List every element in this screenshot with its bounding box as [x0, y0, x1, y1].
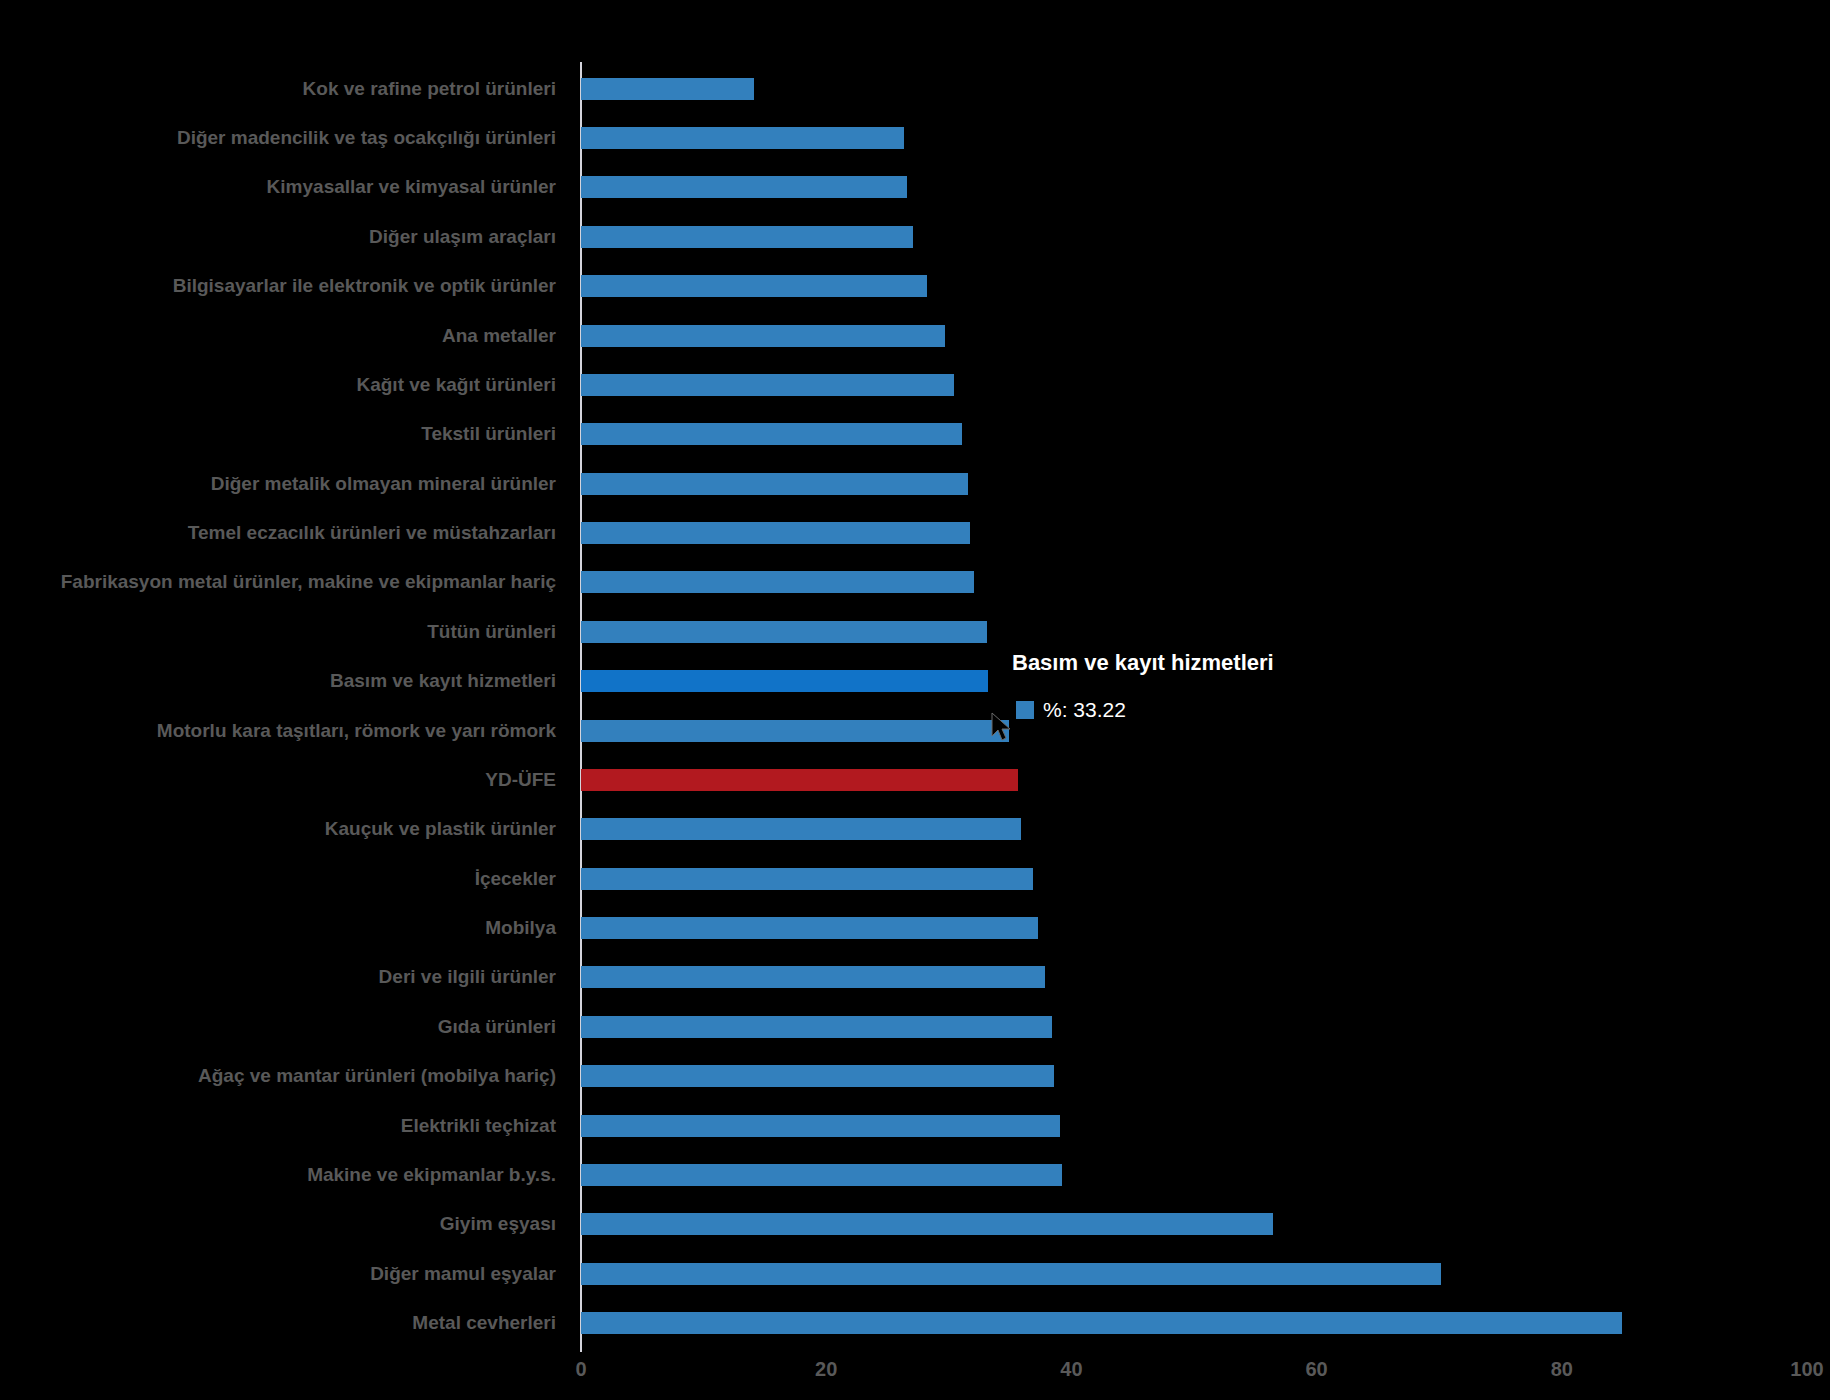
x-axis-tick-label: 100 [1790, 1358, 1823, 1381]
x-axis-tick-label: 40 [1060, 1358, 1082, 1381]
category-label: Ana metaller [16, 325, 556, 347]
bar[interactable] [581, 917, 1038, 939]
bar[interactable] [581, 325, 945, 347]
bar[interactable] [581, 1065, 1054, 1087]
bar[interactable] [581, 1312, 1622, 1334]
category-label: Kauçuk ve plastik ürünler [16, 818, 556, 840]
category-label: Kağıt ve kağıt ürünleri [16, 374, 556, 396]
tooltip-series-swatch [1016, 701, 1034, 719]
bar[interactable] [581, 1213, 1273, 1235]
bar[interactable] [581, 374, 954, 396]
category-label: Basım ve kayıt hizmetleri [16, 670, 556, 692]
category-label: Diğer ulaşım araçları [16, 226, 556, 248]
tooltip-value: %: 33.22 [1043, 698, 1126, 722]
bar[interactable] [581, 1016, 1052, 1038]
category-label: Kok ve rafine petrol ürünleri [16, 78, 556, 100]
bar[interactable] [581, 621, 987, 643]
bar[interactable] [581, 176, 907, 198]
bar[interactable] [581, 1263, 1441, 1285]
category-label: Giyim eşyası [16, 1213, 556, 1235]
category-label: Fabrikasyon metal ürünler, makine ve eki… [16, 571, 556, 593]
category-label: Tütün ürünleri [16, 621, 556, 643]
category-label: Metal cevherleri [16, 1312, 556, 1334]
category-label: Diğer mamul eşyalar [16, 1263, 556, 1285]
category-label: Motorlu kara taşıtları, römork ve yarı r… [16, 720, 556, 742]
y-axis-line [580, 62, 582, 1352]
tooltip-value-row: %: 33.22 [1016, 698, 1126, 722]
bar-highlighted[interactable] [581, 670, 988, 692]
bar-chart: Kok ve rafine petrol ürünleri Diğer maden… [0, 0, 1830, 1400]
category-label: Makine ve ekipmanlar b.y.s. [16, 1164, 556, 1186]
x-axis-tick-label: 80 [1551, 1358, 1573, 1381]
category-label: YD-ÜFE [16, 769, 556, 791]
x-axis-tick-label: 0 [575, 1358, 586, 1381]
bar[interactable] [581, 571, 974, 593]
category-label: İçecekler [16, 868, 556, 890]
category-label: Diğer metalik olmayan mineral ürünler [16, 473, 556, 495]
x-axis-tick-label: 20 [815, 1358, 837, 1381]
tooltip-title: Basım ve kayıt hizmetleri [1012, 650, 1274, 676]
category-label: Deri ve ilgili ürünler [16, 966, 556, 988]
bar[interactable] [581, 966, 1045, 988]
category-label: Temel eczacılık ürünleri ve müstahzarlar… [16, 522, 556, 544]
bar[interactable] [581, 423, 962, 445]
bar[interactable] [581, 127, 904, 149]
category-label: Elektrikli teçhizat [16, 1115, 556, 1137]
category-label: Kimyasallar ve kimyasal ürünler [16, 176, 556, 198]
category-label: Tekstil ürünleri [16, 423, 556, 445]
bar[interactable] [581, 275, 927, 297]
bar[interactable] [581, 1164, 1062, 1186]
bar[interactable] [581, 720, 1009, 742]
category-label: Diğer madencilik ve taş ocakçılığı ürünl… [16, 127, 556, 149]
bar[interactable] [581, 1115, 1060, 1137]
mouse-cursor-icon [990, 712, 1016, 742]
bar[interactable] [581, 473, 968, 495]
bar[interactable] [581, 868, 1033, 890]
bar[interactable] [581, 522, 970, 544]
bar[interactable] [581, 78, 754, 100]
category-label: Ağaç ve mantar ürünleri (mobilya hariç) [16, 1065, 556, 1087]
bar[interactable] [581, 226, 913, 248]
bar[interactable] [581, 818, 1021, 840]
bar-yd-ufe[interactable] [581, 769, 1018, 791]
x-axis-tick-label: 60 [1305, 1358, 1327, 1381]
category-label: Gıda ürünleri [16, 1016, 556, 1038]
category-label: Mobilya [16, 917, 556, 939]
category-label: Bilgisayarlar ile elektronik ve optik ür… [16, 275, 556, 297]
